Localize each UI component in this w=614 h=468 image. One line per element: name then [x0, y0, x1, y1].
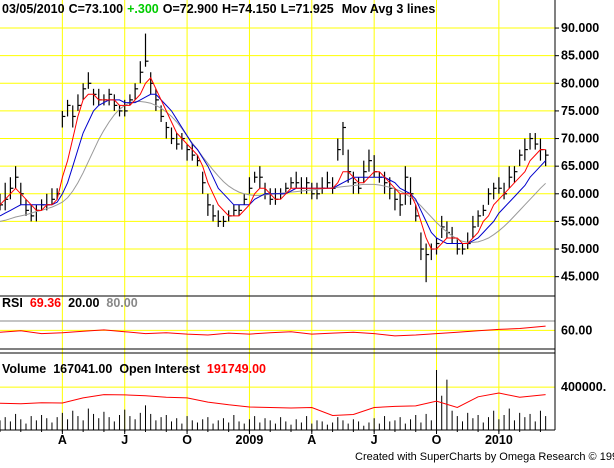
rsi-label: RSI [2, 296, 23, 310]
price-y-tick-label: 50.000 [561, 242, 599, 256]
price-y-tick-label: 60.000 [561, 187, 599, 201]
header-line: 03/05/2010 C=73.100 +.300 O=72.900 H=74.150 L… [2, 2, 435, 16]
header-change: +.300 [127, 2, 159, 16]
price-y-tick-label: 45.000 [561, 270, 599, 284]
volume-header: Volume 167041.00 Open Interest 191749.00 [2, 362, 266, 376]
axis-layer: A J O 2009 A J O 2010 45.000 50.000 55.000 60.000 65… [0, 21, 606, 447]
moving-average-mid-line [0, 93, 546, 244]
x-tick-label: J [371, 433, 378, 447]
rsi-header: RSI 69.36 20.00 80.00 [2, 296, 138, 310]
open-interest-line [0, 392, 546, 417]
price-y-tick-label: 55.000 [561, 214, 599, 228]
rsi-value: 69.36 [30, 296, 61, 310]
x-tick-label: A [307, 433, 316, 447]
header-close: C=73.100 [69, 2, 124, 16]
volume-value: 167041.00 [53, 362, 112, 376]
x-tick-label: 2010 [485, 433, 513, 447]
rsi-level-high: 80.00 [106, 296, 137, 310]
footer-credit: Created with SuperCharts by Omega Resear… [355, 451, 614, 463]
price-y-tick-label: 70.000 [561, 132, 599, 146]
open-interest-label: Open Interest [119, 362, 200, 376]
price-y-tick-label: 80.000 [561, 76, 599, 90]
header-high: H=74.150 [222, 2, 277, 16]
moving-average-fast-line [0, 76, 546, 250]
header-open: O=72.900 [163, 2, 218, 16]
open-interest-value: 191749.00 [207, 362, 266, 376]
header-study: Mov Avg 3 lines [342, 2, 436, 16]
header-low: L=71.925 [281, 2, 334, 16]
x-tick-label: 2009 [236, 433, 264, 447]
x-tick-label: J [121, 433, 128, 447]
header-date: 03/05/2010 [2, 2, 65, 16]
x-tick-label: A [58, 433, 67, 447]
rsi-line [0, 325, 546, 337]
rsi-level-low: 20.00 [68, 296, 99, 310]
data-layer [0, 33, 549, 430]
price-y-tick-label: 65.000 [561, 159, 599, 173]
volume-label: Volume [2, 362, 46, 376]
x-tick-label: O [182, 433, 192, 447]
volume-y-tick-label: 400000. [561, 380, 606, 394]
panel-frames [0, 0, 556, 431]
grid-layer [0, 0, 555, 430]
x-tick-label: O [432, 433, 442, 447]
price-y-tick-label: 75.000 [561, 104, 599, 118]
price-y-tick-label: 85.000 [561, 49, 599, 63]
rsi-y-tick-label: 60.00 [561, 323, 592, 337]
price-y-tick-label: 90.000 [561, 21, 599, 35]
